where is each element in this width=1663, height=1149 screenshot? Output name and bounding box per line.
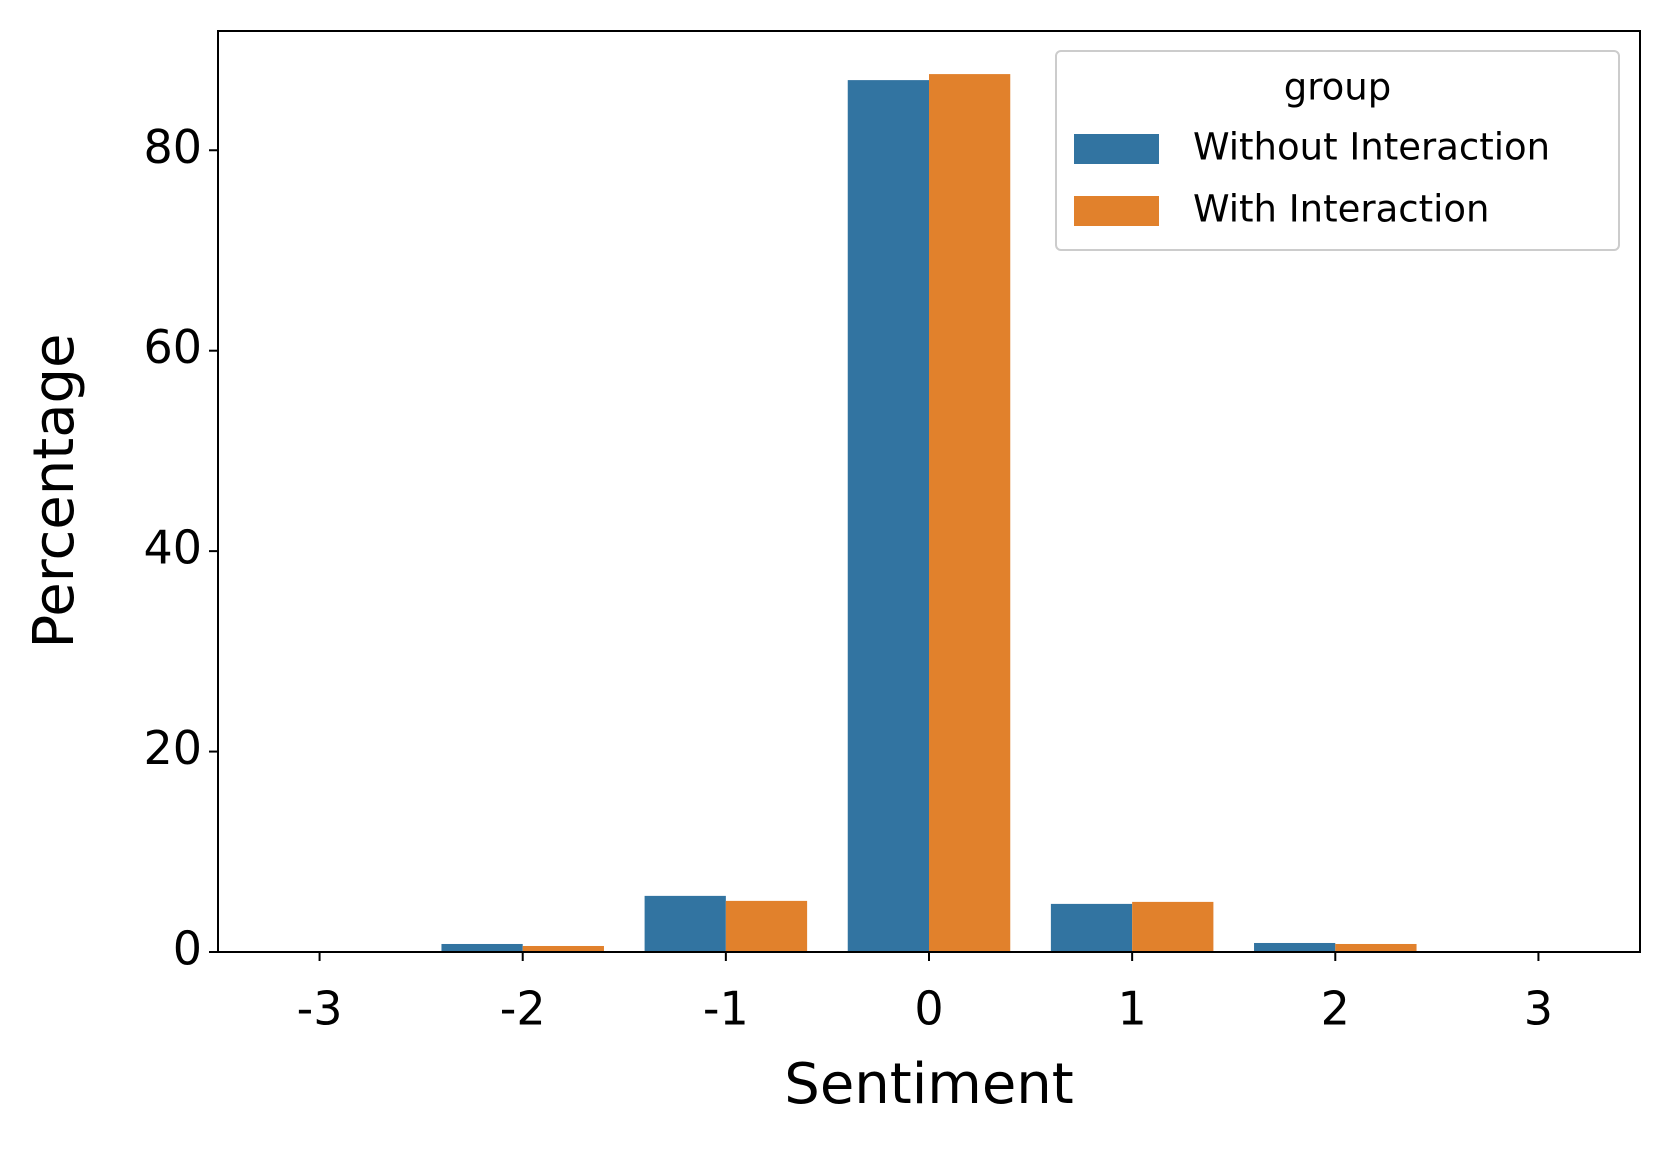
bar xyxy=(1254,942,1336,952)
bar xyxy=(644,895,726,952)
legend-swatch xyxy=(1074,134,1159,164)
x-tick-label: -3 xyxy=(297,982,343,1036)
plot-frame xyxy=(217,30,1641,953)
bar xyxy=(1050,903,1133,952)
y-tick-label: 20 xyxy=(143,721,202,775)
x-tick-label: -2 xyxy=(500,982,546,1036)
y-tick-label: 80 xyxy=(143,120,202,174)
legend-swatch xyxy=(1074,196,1159,226)
y-axis-label: Percentage xyxy=(22,333,87,648)
bar xyxy=(1335,943,1417,952)
y-tick-label: 40 xyxy=(143,521,202,575)
bar xyxy=(441,943,523,952)
x-tick-label: 0 xyxy=(914,982,943,1036)
x-tick-label: 1 xyxy=(1118,982,1147,1036)
x-tick-label: 3 xyxy=(1524,982,1553,1036)
legend-label: Without Interaction xyxy=(1193,126,1550,169)
x-tick-label: -1 xyxy=(703,982,749,1036)
x-axis-label: Sentiment xyxy=(784,1052,1073,1117)
bar xyxy=(929,74,1011,953)
y-tick-label: 60 xyxy=(143,320,202,374)
legend-title: group xyxy=(1284,66,1391,109)
bar xyxy=(847,80,929,953)
legend-box xyxy=(1055,50,1620,251)
legend-label: With Interaction xyxy=(1193,188,1490,231)
bar xyxy=(522,945,604,952)
bar xyxy=(725,900,808,952)
y-tick-label: 0 xyxy=(173,922,202,976)
bar xyxy=(1132,901,1214,952)
x-tick-label: 2 xyxy=(1321,982,1350,1036)
